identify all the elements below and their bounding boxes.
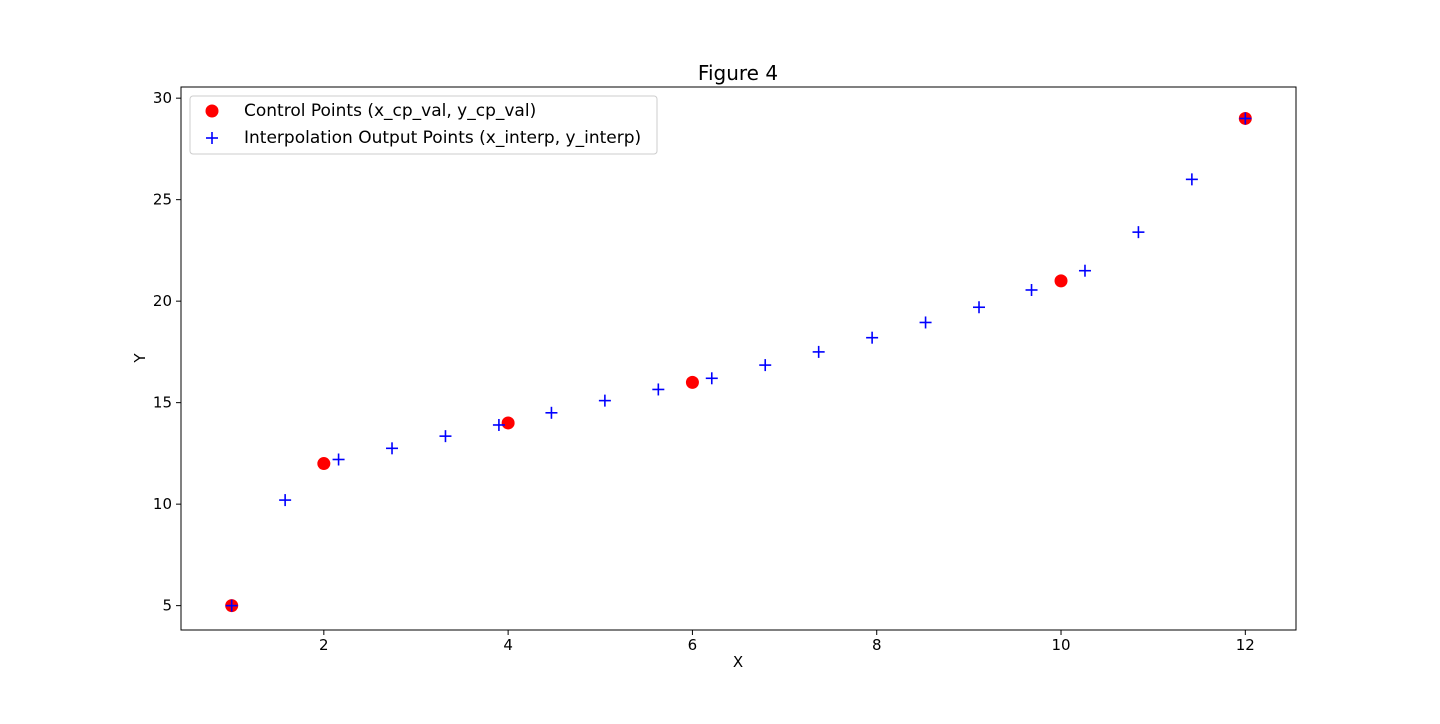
interpolation-point bbox=[1025, 283, 1038, 296]
control-point bbox=[685, 375, 699, 389]
interpolation-point bbox=[705, 372, 718, 385]
y-tick-label: 20 bbox=[153, 292, 172, 310]
control-point bbox=[317, 457, 331, 471]
x-tick-label: 4 bbox=[503, 636, 513, 654]
interpolation-point bbox=[598, 394, 611, 407]
x-tick-label: 12 bbox=[1236, 636, 1255, 654]
x-tick-label: 6 bbox=[688, 636, 698, 654]
x-axis-label: X bbox=[733, 653, 743, 671]
interpolation-point bbox=[812, 345, 825, 358]
interpolation-point bbox=[652, 383, 665, 396]
y-axis-label: Y bbox=[131, 353, 149, 364]
interpolation-point bbox=[973, 301, 986, 314]
control-point bbox=[501, 416, 515, 430]
y-tick-label: 30 bbox=[153, 89, 172, 107]
x-tick-label: 8 bbox=[872, 636, 882, 654]
legend-box bbox=[189, 95, 658, 155]
interpolation-point bbox=[759, 359, 772, 372]
control-points-series bbox=[225, 111, 1252, 613]
legend-control-points-label: Control Points (x_cp_val, y_cp_val) bbox=[244, 101, 536, 121]
y-tick-label: 5 bbox=[162, 597, 172, 615]
interpolation-point bbox=[1185, 173, 1198, 186]
interpolation-point bbox=[439, 430, 452, 443]
plot-marks bbox=[225, 111, 1252, 613]
interpolation-point bbox=[1078, 264, 1091, 277]
interpolation-point bbox=[919, 316, 932, 329]
y-tick-label: 25 bbox=[153, 191, 172, 209]
y-axis: 5 10 15 20 25 30 bbox=[153, 89, 181, 615]
legend: Control Points (x_cp_val, y_cp_val) Inte… bbox=[189, 95, 658, 155]
x-tick-label: 10 bbox=[1051, 636, 1070, 654]
interpolation-point bbox=[492, 418, 505, 431]
interpolation-points-series bbox=[225, 112, 1252, 612]
interpolation-point bbox=[866, 331, 879, 344]
y-tick-label: 15 bbox=[153, 394, 172, 412]
x-axis: 2 4 6 8 10 12 bbox=[319, 630, 1255, 654]
plot-area-frame bbox=[180, 86, 1297, 631]
legend-control-points-marker bbox=[205, 104, 219, 118]
chart-title: Figure 4 bbox=[698, 61, 778, 85]
interpolation-point bbox=[1132, 226, 1145, 239]
interpolation-point bbox=[386, 442, 399, 455]
legend-interpolation-marker bbox=[206, 132, 218, 144]
legend-interpolation-label: Interpolation Output Points (x_interp, y… bbox=[244, 128, 641, 148]
x-tick-label: 2 bbox=[319, 636, 329, 654]
interpolation-point bbox=[225, 599, 238, 612]
y-tick-label: 10 bbox=[153, 495, 172, 513]
interpolation-point bbox=[1239, 112, 1252, 125]
interpolation-point bbox=[279, 494, 292, 507]
interpolation-point bbox=[332, 453, 345, 466]
control-point bbox=[1054, 274, 1068, 288]
interpolation-point bbox=[545, 406, 558, 419]
